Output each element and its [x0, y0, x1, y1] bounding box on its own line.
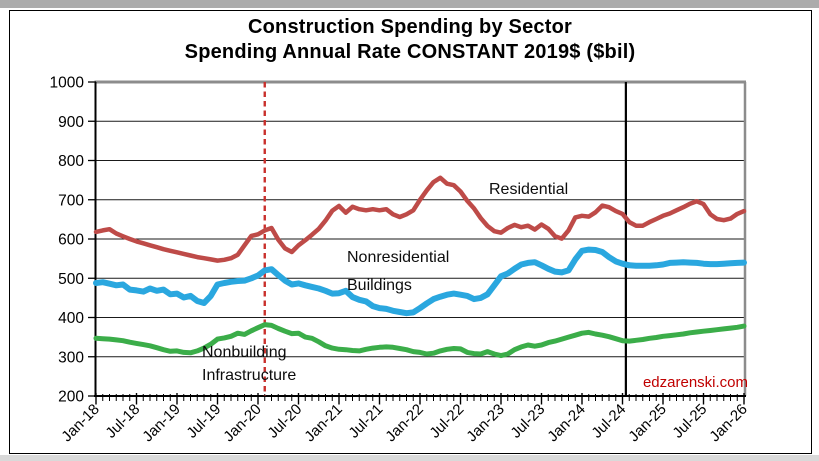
series-line-nonbuilding-infrastructure: [93, 322, 747, 359]
nonbuilding-series-label: Nonbuilding Infrastructure: [202, 341, 296, 387]
x-axis-tick-label: Jan-26: [706, 401, 750, 445]
y-axis-tick-label: 400: [58, 310, 84, 327]
x-axis-tick-label: Jul-21: [345, 401, 386, 442]
x-axis-tick-label: Jan-25: [625, 401, 669, 445]
x-axis-tick-label: Jan-19: [139, 401, 183, 445]
x-axis-tick-label: Jul-24: [588, 401, 629, 442]
watermark-text: edzarenski.com: [642, 374, 748, 391]
x-axis-tick-label: Jul-22: [426, 401, 467, 442]
nonresidential-series-label-line2: Buildings: [347, 277, 412, 294]
y-axis-tick-label: 600: [58, 232, 84, 249]
page-bottom-strip: [0, 455, 819, 461]
series-line-nonresidential-buildings: [93, 246, 747, 317]
x-axis-tick-label: Jul-20: [264, 401, 305, 442]
x-axis-tick-label: Jan-22: [382, 401, 426, 445]
chart-title-line2: Spending Annual Rate CONSTANT 2019$ ($bi…: [184, 41, 636, 63]
x-axis-tick-label: Jan-24: [544, 401, 588, 445]
x-axis-tick-label: Jan-21: [301, 401, 345, 445]
x-axis-tick-label: Jul-25: [669, 401, 710, 442]
residential-series-label-text: Residential: [489, 181, 569, 198]
y-axis-tick-label: 300: [58, 349, 84, 366]
nonresidential-series-label-line1: Nonresidential: [347, 249, 450, 266]
residential-series-label: Residential: [489, 181, 568, 199]
x-axis-tick-label: Jan-20: [220, 401, 264, 445]
y-axis-tick-label: 1000: [50, 75, 85, 92]
y-axis-tick-label: 800: [58, 153, 84, 170]
y-axis-tick-label: 700: [58, 192, 84, 209]
x-axis-tick-label: Jan-18: [58, 401, 102, 445]
chart-title-line1: Construction Spending by Sector: [248, 16, 572, 38]
nonresidential-series-label: Nonresidential Buildings: [347, 244, 449, 300]
y-axis-tick-label: 900: [58, 114, 84, 131]
y-axis-tick-label: 200: [58, 389, 84, 406]
x-axis-tick-label: Jul-23: [507, 401, 548, 442]
x-axis-tick-label: Jul-18: [102, 401, 143, 442]
series-line-residential: [93, 175, 747, 263]
nonbuilding-series-label-line1: Nonbuilding: [202, 344, 287, 361]
x-axis-tick-label: Jul-19: [183, 401, 224, 442]
x-axis-tick-label: Jan-23: [463, 401, 507, 445]
nonbuilding-series-label-line2: Infrastructure: [202, 367, 297, 384]
figure-border: [9, 10, 812, 454]
y-axis-tick-label: 500: [58, 271, 84, 288]
page-top-strip: [0, 0, 819, 8]
